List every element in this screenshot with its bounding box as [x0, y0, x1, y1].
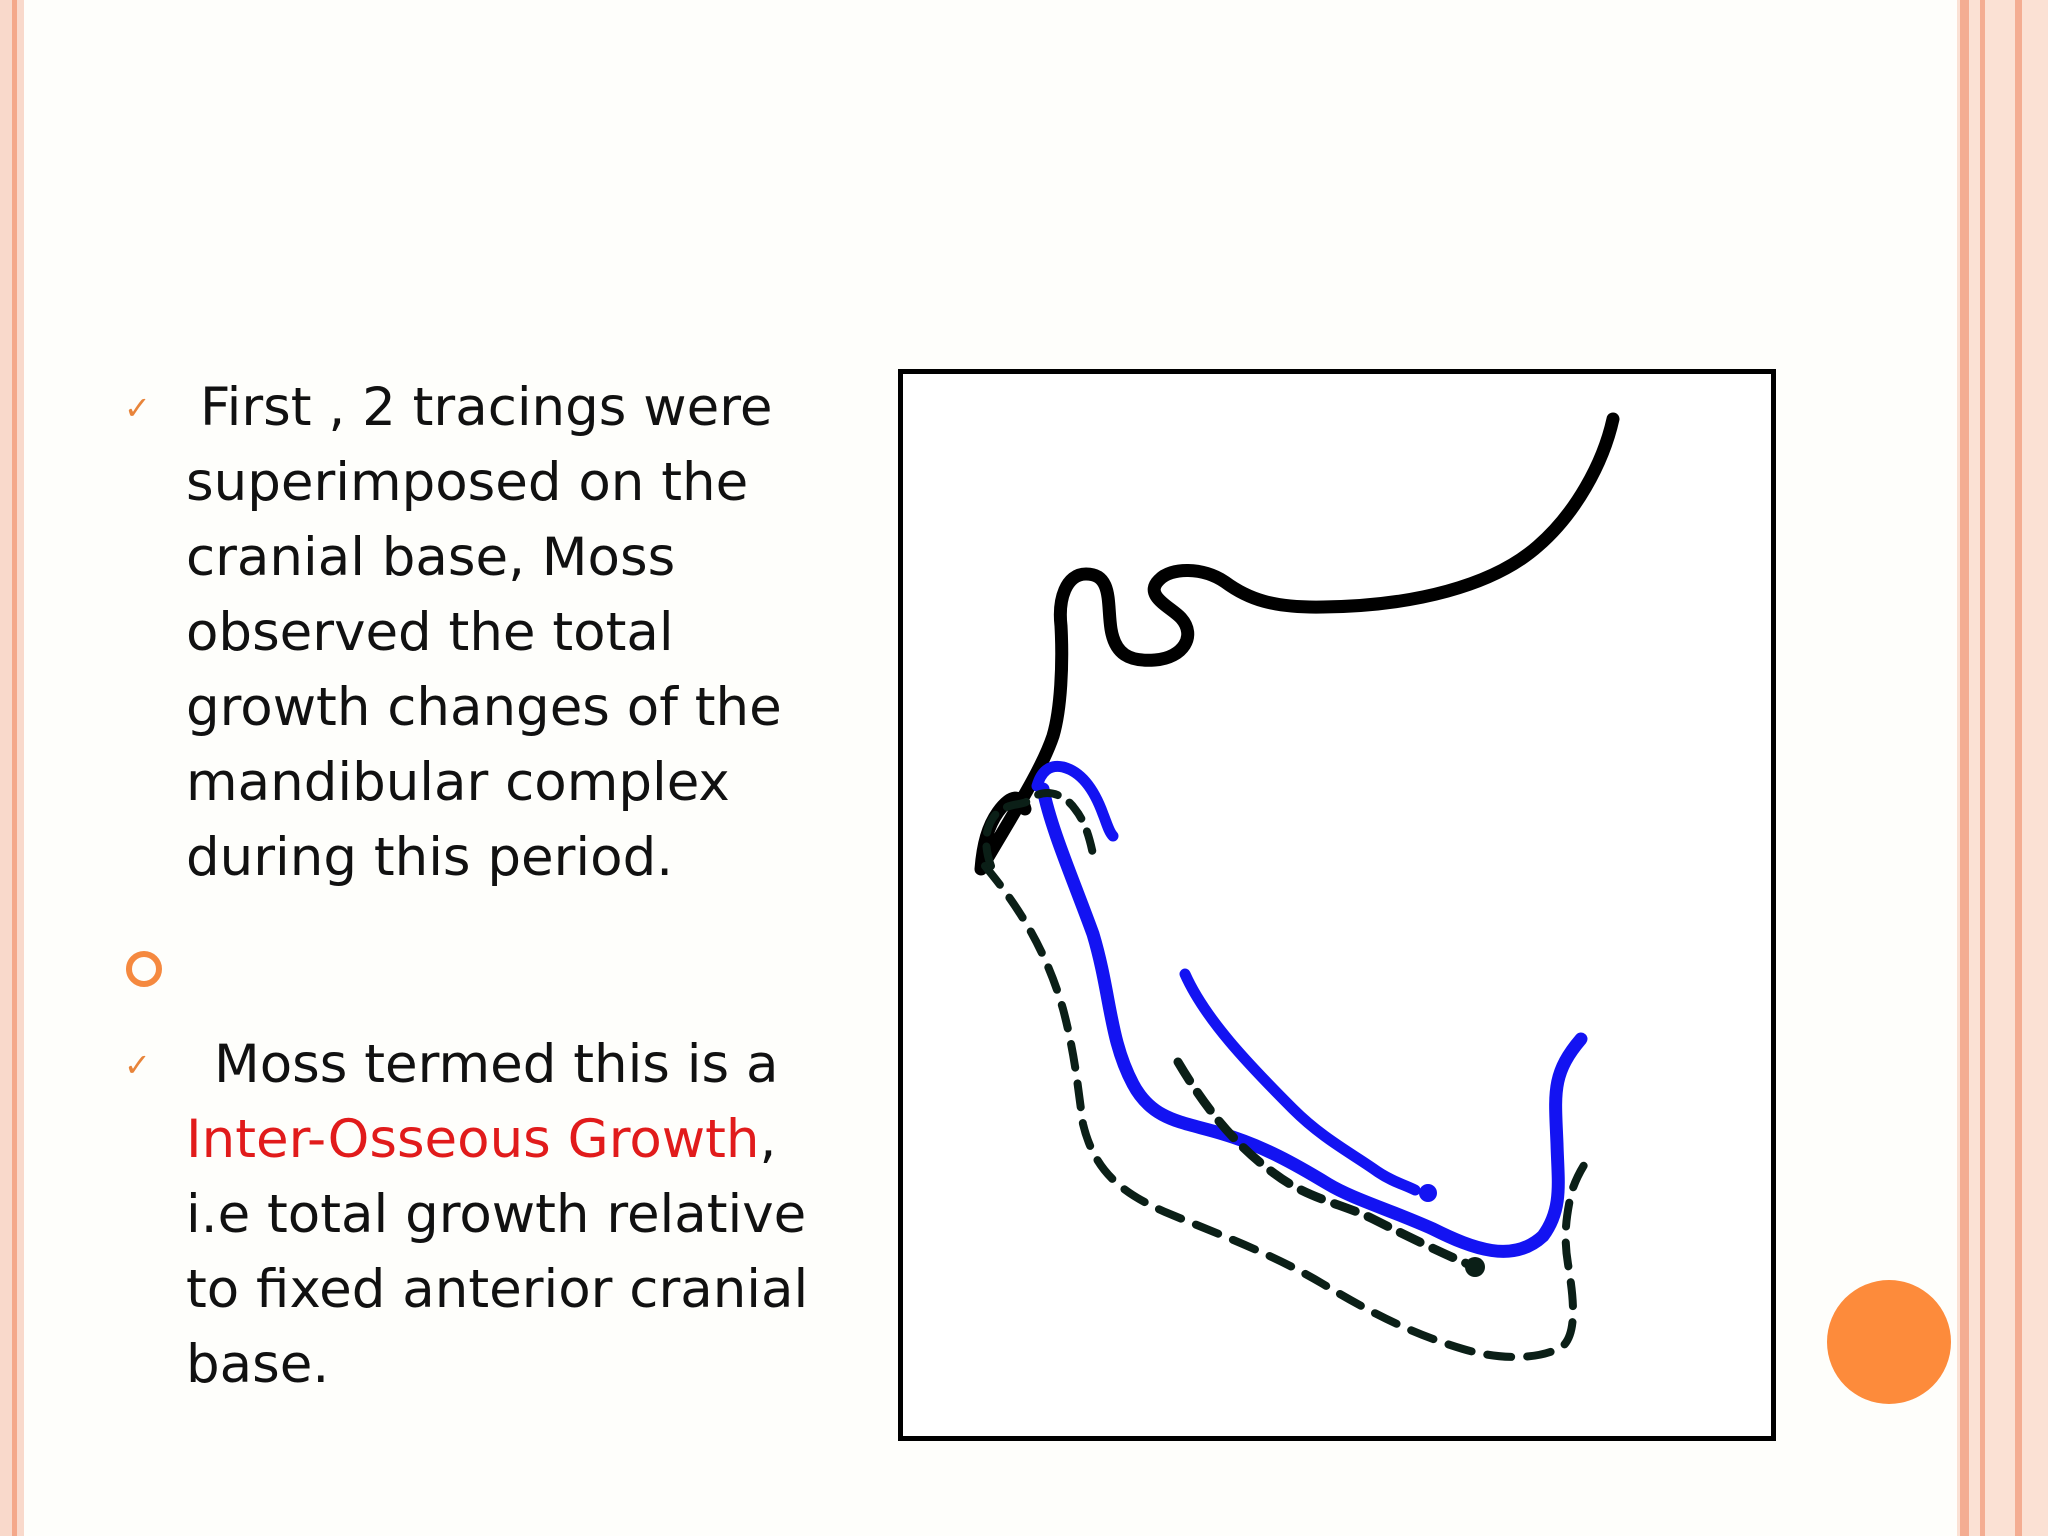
- accent-circle: [1827, 1280, 1951, 1404]
- blue-mandible-tracing: [1036, 782, 1588, 1258]
- dashed-end-dot: [1465, 1257, 1485, 1277]
- cranial-base-tracing: [974, 412, 1620, 876]
- ring-bullet-icon: [126, 951, 162, 987]
- superimposed-tracings: [974, 412, 1620, 1361]
- right-stripe-line: [1980, 0, 1985, 1536]
- bullet-line: to fixed anterior cranial: [186, 1259, 809, 1320]
- bullet-1: ✓ First , 2 tracings were superimposed o…: [120, 370, 800, 895]
- check-icon: ✓: [124, 1046, 151, 1084]
- bullet-line: mandibular complex: [186, 752, 730, 813]
- dashed-inner-tracing: [1173, 1057, 1480, 1272]
- left-stripe-line: [12, 0, 17, 1536]
- slide-body: ✓ First , 2 tracings were superimposed o…: [120, 370, 809, 1402]
- dashed-mandible-tracing: [981, 862, 1595, 1361]
- bullet-line: i.e total growth relative: [186, 1184, 807, 1245]
- right-stripe-line: [2015, 0, 2022, 1536]
- right-stripe: [1957, 0, 2048, 1536]
- bullet-line: growth changes of the: [186, 677, 782, 738]
- bullet-line: superimposed on the: [186, 452, 749, 513]
- bullet-line: during this period.: [186, 827, 674, 888]
- blue-dot: [1419, 1184, 1437, 1202]
- bullet-line: Moss termed this is a: [214, 1034, 779, 1095]
- highlight-text: Inter-Osseous Growth: [186, 1109, 760, 1170]
- check-icon: ✓: [124, 389, 151, 427]
- bullet-line: cranial base, Moss: [186, 527, 676, 588]
- blue-inner-tracing: [1179, 968, 1421, 1196]
- bullet-line: First , 2 tracings were: [200, 377, 773, 438]
- bullet-line: observed the total: [186, 602, 674, 663]
- bullet-line-highlight: Inter-Osseous Growth,: [186, 1102, 800, 1177]
- bullet-line: base.: [186, 1334, 330, 1395]
- bullet-3: ✓ Moss termed this is a Inter-Osseous Gr…: [120, 1027, 809, 1402]
- tracing-figure: [898, 369, 1776, 1441]
- dashed-condyle-tracing: [982, 789, 1099, 870]
- comma: ,: [759, 1109, 777, 1170]
- blue-condyle-tracing: [1031, 760, 1119, 842]
- right-stripe-line: [1960, 0, 1969, 1536]
